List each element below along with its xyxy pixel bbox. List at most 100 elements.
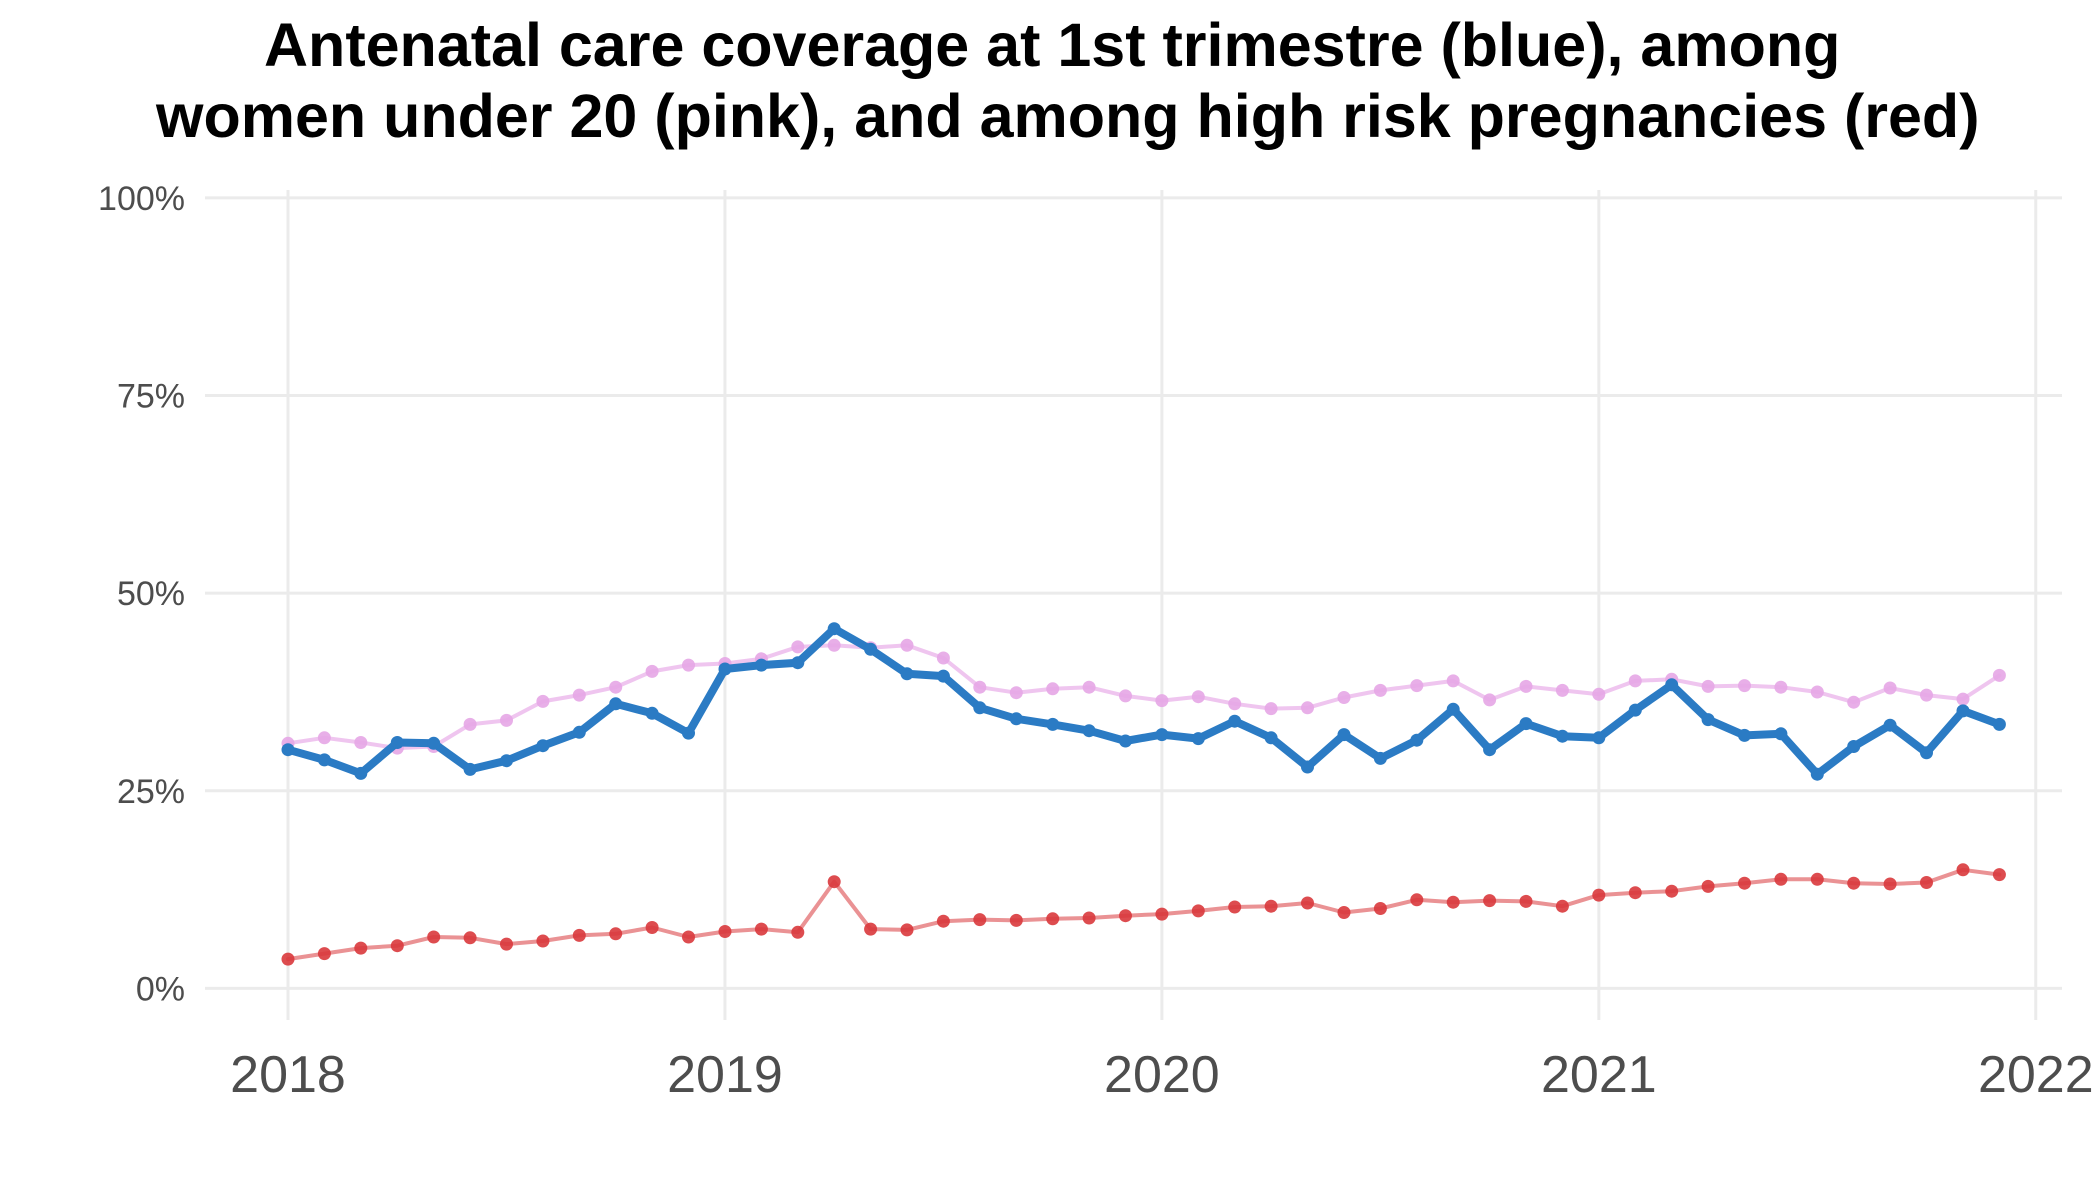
data-point-pink: [828, 639, 841, 652]
data-point-red: [1119, 909, 1132, 922]
data-point-red: [1192, 904, 1205, 917]
data-point-pink: [1884, 682, 1897, 695]
data-point-blue: [1483, 743, 1496, 756]
data-point-blue: [682, 727, 695, 740]
data-point-red: [1410, 893, 1423, 906]
data-point-blue: [1010, 712, 1023, 725]
y-tick-label: 75%: [117, 378, 185, 416]
data-point-red: [536, 935, 549, 948]
data-point-red: [1338, 906, 1351, 919]
data-point-blue: [500, 754, 513, 767]
data-point-red: [1884, 878, 1897, 891]
data-point-red: [318, 947, 331, 960]
data-point-blue: [1119, 735, 1132, 748]
data-point-blue: [1046, 718, 1059, 731]
data-point-blue: [609, 697, 622, 710]
data-point-red: [1556, 900, 1569, 913]
data-point-pink: [1957, 693, 1970, 706]
y-tick-label: 50%: [117, 575, 185, 613]
data-point-red: [1010, 914, 1023, 927]
data-point-red: [1920, 876, 1933, 889]
data-point-red: [1520, 895, 1533, 908]
data-point-red: [1811, 873, 1824, 886]
data-point-blue: [354, 767, 367, 780]
data-point-red: [682, 931, 695, 944]
data-point-pink: [1920, 689, 1933, 702]
data-point-pink: [1265, 702, 1278, 715]
data-point-pink: [1046, 682, 1059, 695]
chart-series: [282, 622, 2006, 965]
data-point-blue: [1155, 728, 1168, 741]
data-point-blue: [1629, 704, 1642, 717]
data-point-pink: [1410, 679, 1423, 692]
y-axis-tick-labels: 0% 25% 50% 75% 100%: [98, 180, 185, 1008]
data-point-blue: [1920, 746, 1933, 759]
data-point-pink: [1520, 680, 1533, 693]
data-point-blue: [1410, 734, 1423, 747]
y-tick-label: 0%: [136, 970, 185, 1008]
data-point-pink: [1993, 669, 2006, 682]
data-point-blue: [282, 743, 295, 756]
data-point-red: [1265, 900, 1278, 913]
data-point-pink: [573, 689, 586, 702]
data-point-red: [391, 939, 404, 952]
data-point-blue: [427, 737, 440, 750]
data-point-blue: [1738, 729, 1751, 742]
data-point-blue: [1957, 704, 1970, 717]
data-point-blue: [864, 643, 877, 656]
data-point-pink: [1192, 690, 1205, 703]
data-point-pink: [1228, 697, 1241, 710]
data-point-red: [1228, 901, 1241, 914]
data-point-pink: [1338, 691, 1351, 704]
data-point-red: [1447, 896, 1460, 909]
data-point-red: [791, 926, 804, 939]
x-tick-label: 2020: [1104, 1046, 1220, 1104]
data-point-red: [609, 927, 622, 940]
data-point-red: [1483, 894, 1496, 907]
data-point-blue: [318, 753, 331, 766]
data-point-pink: [1010, 686, 1023, 699]
data-point-pink: [1702, 680, 1715, 693]
data-point-blue: [973, 701, 986, 714]
data-point-blue: [1993, 718, 2006, 731]
data-point-pink: [609, 681, 622, 694]
data-point-pink: [1301, 701, 1314, 714]
y-tick-label: 25%: [117, 773, 185, 811]
data-point-pink: [1629, 674, 1642, 687]
data-point-red: [937, 915, 950, 928]
data-point-red: [1665, 885, 1678, 898]
data-point-blue: [719, 663, 732, 676]
data-point-blue: [828, 622, 841, 635]
data-point-red: [973, 913, 986, 926]
data-point-blue: [573, 726, 586, 739]
data-point-blue: [1884, 719, 1897, 732]
data-point-red: [901, 923, 914, 936]
data-point-blue: [1847, 740, 1860, 753]
data-point-blue: [536, 739, 549, 752]
data-point-blue: [464, 763, 477, 776]
data-point-red: [354, 942, 367, 955]
data-point-blue: [646, 707, 659, 720]
data-point-red: [1847, 877, 1860, 890]
data-point-pink: [791, 640, 804, 653]
y-tick-label: 100%: [98, 180, 185, 218]
data-point-blue: [391, 736, 404, 749]
data-point-red: [828, 875, 841, 888]
data-point-pink: [1556, 684, 1569, 697]
data-point-pink: [354, 736, 367, 749]
data-point-blue: [1520, 717, 1533, 730]
data-point-pink: [1483, 693, 1496, 706]
data-point-blue: [1192, 732, 1205, 745]
x-axis-tick-labels: 2018 2019 2020 2021 2022: [230, 1046, 2093, 1104]
data-point-pink: [464, 718, 477, 731]
data-point-red: [1301, 897, 1314, 910]
data-point-blue: [1374, 752, 1387, 765]
data-point-pink: [646, 665, 659, 678]
data-point-pink: [1774, 681, 1787, 694]
x-tick-label: 2018: [230, 1046, 346, 1104]
data-point-pink: [1738, 679, 1751, 692]
data-point-pink: [682, 659, 695, 672]
data-point-blue: [1301, 761, 1314, 774]
data-point-red: [1702, 880, 1715, 893]
data-point-red: [646, 921, 659, 934]
